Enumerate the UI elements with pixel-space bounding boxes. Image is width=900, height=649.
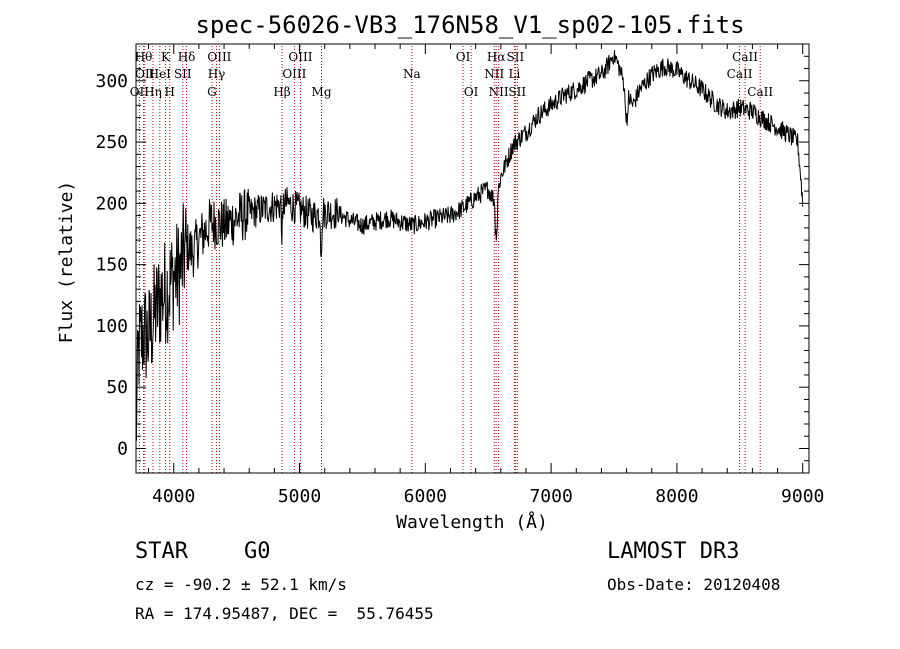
survey-name: LAMOST DR3	[607, 539, 740, 564]
spectral-line-label: Hδ	[178, 50, 196, 64]
spectral-line-label: OIII	[282, 67, 306, 81]
y-tick-label: 200	[95, 193, 128, 214]
coordinates: RA = 174.95487, DEC = 55.76455	[135, 604, 434, 623]
spectral-line-label: Mg	[312, 85, 332, 99]
plot-frame	[135, 43, 810, 474]
spectral-line-label: Hη	[144, 85, 162, 99]
spectral-line-label: H	[164, 85, 174, 99]
spectral-line-label: CaII	[727, 67, 753, 81]
x-tick-label: 7000	[529, 486, 572, 507]
spectral-line-label: SII	[508, 85, 526, 99]
x-tick-label: 4000	[152, 486, 195, 507]
spectral-line-label: K	[161, 50, 171, 64]
y-axis-ticks: 0 50 100 150 200 250 300	[95, 55, 809, 462]
spectral-line-label: G	[207, 85, 217, 99]
x-tick-label: 5000	[278, 486, 321, 507]
spectral-line-label: SII	[507, 50, 525, 64]
spectral-line-label: NII	[484, 67, 504, 81]
spectral-line-label: CaII	[732, 50, 758, 64]
spectral-line-label: Hβ	[273, 85, 290, 99]
observation-date: Obs-Date: 20120408	[607, 575, 781, 594]
spectral-line-label: OIII	[207, 50, 231, 64]
spectral-line-label: OIII	[288, 50, 312, 64]
spectral-line-label: OI	[464, 85, 479, 99]
y-tick-label: 0	[117, 438, 128, 459]
spectral-line-label: Hθ	[135, 50, 153, 64]
spectral-line-label: OII	[135, 67, 155, 81]
y-tick-label: 250	[95, 132, 128, 153]
redshift-value: cz = -90.2 ± 52.1 km/s	[135, 575, 347, 594]
spectrum-line	[135, 50, 804, 441]
x-tick-label: 9000	[781, 486, 824, 507]
x-axis-ticks: 4000 5000 6000 7000 8000 9000	[148, 44, 824, 507]
spectral-line-label: CaII	[747, 85, 773, 99]
spectral-line-label: Hγ	[208, 67, 226, 81]
spectral-line-label: OI	[456, 50, 471, 64]
y-tick-label: 300	[95, 71, 128, 92]
x-tick-label: 8000	[655, 486, 698, 507]
y-axis-label: Flux (relative)	[56, 181, 77, 344]
y-tick-label: 100	[95, 316, 128, 337]
object-subclass: G0	[244, 539, 271, 564]
x-axis-label: Wavelength (Å)	[396, 511, 548, 533]
spectral-line-label: SII	[174, 67, 192, 81]
spectral-line-label: HeI	[149, 67, 172, 81]
y-tick-label: 50	[106, 377, 128, 398]
chart-title: spec-56026-VB3_176N58_V1_sp02-105.fits	[195, 11, 744, 39]
spectral-line-label: Na	[403, 67, 421, 81]
spectral-line-label: NII	[489, 85, 509, 99]
spectral-line-label: Li	[508, 67, 520, 81]
x-tick-label: 6000	[404, 486, 447, 507]
spectral-line-markers: OIIHθOIIHηHeIKHSIIHδGHγOIIIHβOIIIOIIIMgN…	[130, 46, 773, 473]
y-tick-label: 150	[95, 255, 128, 276]
spectral-line-label: Hα	[487, 50, 506, 64]
object-class: STAR	[135, 539, 188, 564]
